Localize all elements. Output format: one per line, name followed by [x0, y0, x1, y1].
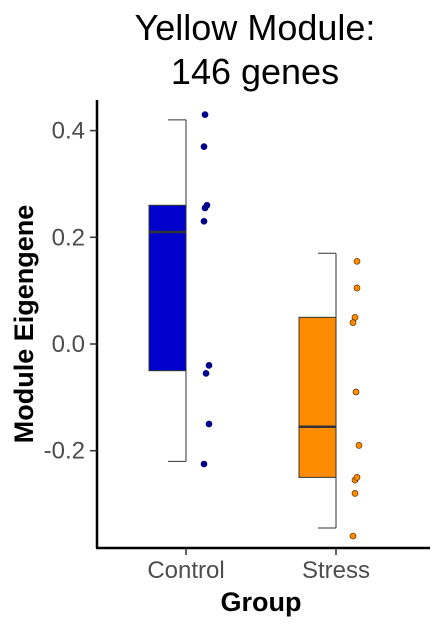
chart-title-line-2: 146 genes — [171, 51, 339, 92]
data-point — [355, 442, 363, 449]
data-point — [205, 361, 213, 369]
x-tick-label: Stress — [302, 557, 370, 584]
y-tick-label: -0.2 — [44, 438, 85, 465]
data-point — [349, 532, 357, 540]
data-point — [201, 111, 209, 118]
data-point — [352, 388, 360, 396]
data-point — [353, 284, 361, 292]
data-point — [353, 257, 361, 265]
chart-title-line-1: Yellow Module: — [135, 7, 376, 48]
x-axis-title: Group — [221, 587, 302, 617]
y-axis-title: Module Eigengene — [9, 205, 39, 444]
data-point — [201, 204, 209, 212]
data-point — [200, 460, 208, 468]
data-point — [351, 490, 359, 497]
box-stress — [298, 316, 337, 478]
box-control — [148, 204, 187, 372]
y-tick-label: 0.2 — [52, 224, 85, 251]
data-point — [353, 474, 361, 481]
data-point — [200, 217, 208, 225]
plot-area: 0.4 0.2 0.0 -0.2 Control Stress — [44, 100, 430, 584]
data-point — [349, 319, 357, 327]
data-point — [200, 143, 208, 150]
data-point — [202, 369, 210, 377]
data-point — [205, 420, 213, 428]
y-tick-label: 0.0 — [52, 331, 85, 358]
y-tick-label: 0.4 — [52, 118, 85, 145]
x-tick-label: Control — [147, 557, 224, 584]
